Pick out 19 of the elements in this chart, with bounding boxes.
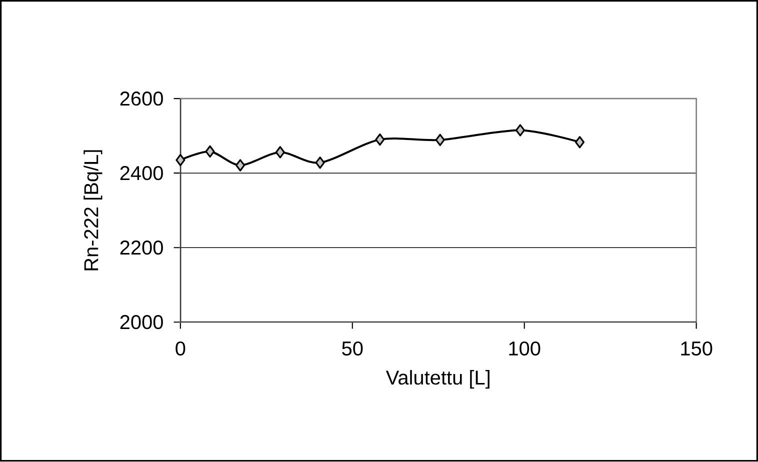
y-tick-label: 2400: [120, 166, 163, 180]
point: [435, 134, 445, 146]
y-axis-title: Rn-222 [Bq/L]: [84, 150, 102, 270]
y-tick-label: 2600: [120, 92, 163, 106]
point: [275, 146, 285, 159]
point: [176, 154, 186, 166]
x-axis-title: Valutettu [L]: [386, 370, 490, 389]
x-tick-label: 50: [342, 342, 363, 356]
point: [515, 124, 526, 137]
point: [235, 159, 246, 172]
point: [315, 156, 325, 169]
x-tick-label: 0: [176, 342, 186, 356]
point: [574, 136, 585, 148]
point: [375, 134, 385, 146]
y-tick-label: 2200: [120, 240, 163, 255]
point: [205, 146, 215, 158]
y-tick-label: 2000: [120, 315, 163, 330]
x-tick-label: 100: [509, 342, 540, 356]
x-tick-label: 150: [681, 342, 712, 356]
